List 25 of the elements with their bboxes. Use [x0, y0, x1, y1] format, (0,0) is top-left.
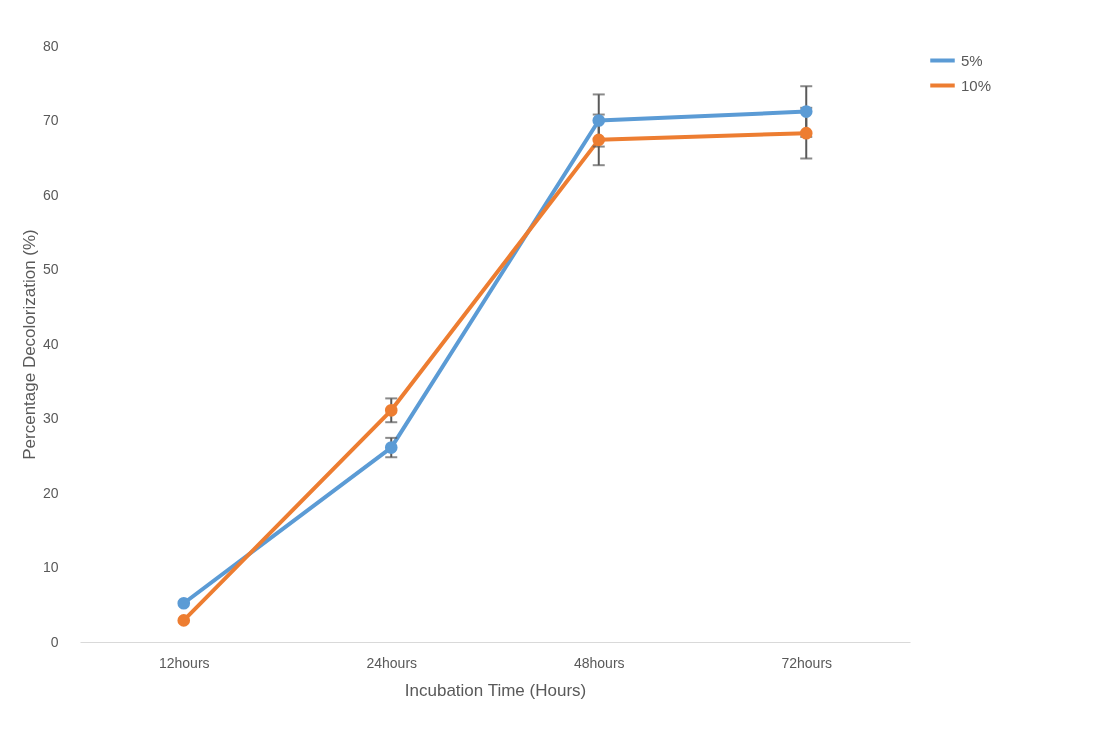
point	[177, 614, 191, 627]
point	[799, 126, 813, 140]
point	[592, 114, 606, 127]
y-tick-label: 80	[42, 37, 59, 54]
y-tick-label: 60	[42, 186, 59, 203]
y-tick-label: 50	[42, 261, 59, 277]
x-tick-label: 12hours	[158, 654, 210, 671]
legend-label: 5%	[961, 51, 983, 69]
x-axis-title: Incubation Time (Hours)	[404, 680, 587, 700]
legend-label: 10%	[961, 76, 992, 94]
x-tick-label: 48hours	[573, 654, 625, 671]
y-tick-label: 0	[50, 633, 59, 650]
y-tick-label: 20	[42, 484, 59, 501]
y-tick-label: 40	[42, 335, 59, 352]
point	[592, 133, 606, 147]
y-tick-label: 70	[42, 112, 59, 128]
x-tick-label: 24hours	[366, 654, 418, 671]
point	[384, 403, 398, 417]
point	[384, 441, 398, 454]
y-axis-title: Percentage Decolorization (%)	[19, 229, 39, 460]
point	[799, 105, 813, 118]
x-tick-label: 72hours	[781, 654, 833, 671]
y-tick-label: 30	[42, 410, 59, 426]
y-tick-label: 10	[42, 559, 59, 575]
point	[177, 596, 191, 610]
